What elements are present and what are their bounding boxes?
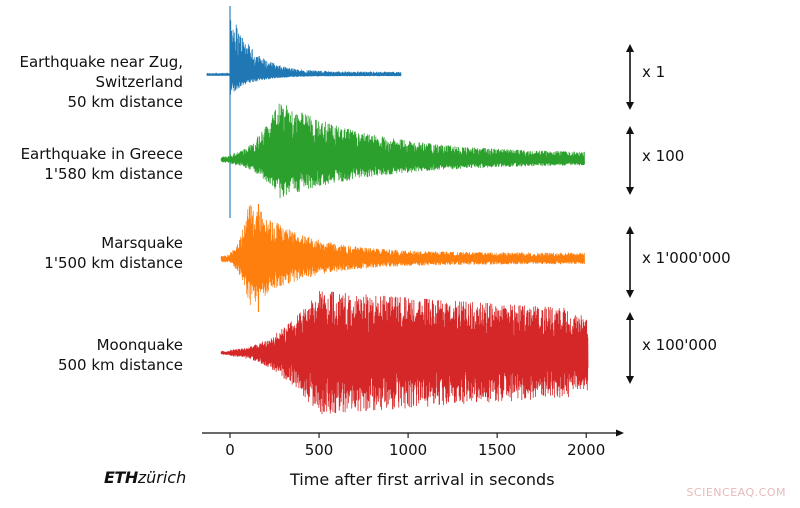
trace-line-zug	[206, 20, 402, 95]
traces-layer	[206, 6, 589, 415]
logo-zurich: zürich	[137, 468, 187, 487]
x-axis: 0 500 1000 1500 2000	[202, 429, 624, 459]
watermark: SCIENCEAQ.COM	[686, 486, 786, 499]
trace-mars	[220, 204, 585, 312]
x-tick-label-2000: 2000	[567, 441, 605, 459]
logo-eth: ETH	[104, 468, 138, 487]
x-tick-label-0: 0	[225, 441, 235, 459]
x-axis-arrowhead	[616, 429, 624, 437]
trace-moon	[220, 290, 589, 415]
scale-arrows-layer	[626, 44, 634, 384]
scale-label-mars: x 1'000'000	[642, 249, 731, 267]
trace-line-greece	[220, 103, 585, 199]
trace-line-mars	[220, 204, 585, 306]
series-label-mars: Marsquake 1'500 km distance	[44, 234, 183, 272]
series-label-zug: Earthquake near Zug, Switzerland 50 km d…	[19, 53, 183, 111]
x-axis-title: Time after first arrival in seconds	[290, 470, 555, 489]
x-tick-label-1500: 1500	[478, 441, 516, 459]
scale-arrow-moon	[626, 312, 634, 384]
series-label-moon: Moonquake 500 km distance	[57, 336, 183, 374]
trace-greece	[220, 103, 585, 199]
trace-line-moon	[220, 290, 589, 415]
scale-arrow-mars	[626, 226, 634, 298]
eth-zurich-logo: ETHzürich	[104, 468, 186, 487]
scale-label-greece: x 100	[642, 147, 685, 165]
x-tick-label-500: 500	[305, 441, 334, 459]
scale-label-zug: x 1	[642, 63, 666, 81]
scale-arrow-greece	[626, 126, 634, 195]
x-tick-label-1000: 1000	[389, 441, 427, 459]
trace-zug	[206, 6, 402, 218]
scale-arrow-zug	[626, 44, 634, 110]
scale-label-moon: x 100'000	[642, 336, 718, 354]
series-label-greece: Earthquake in Greece 1'580 km distance	[20, 145, 183, 183]
